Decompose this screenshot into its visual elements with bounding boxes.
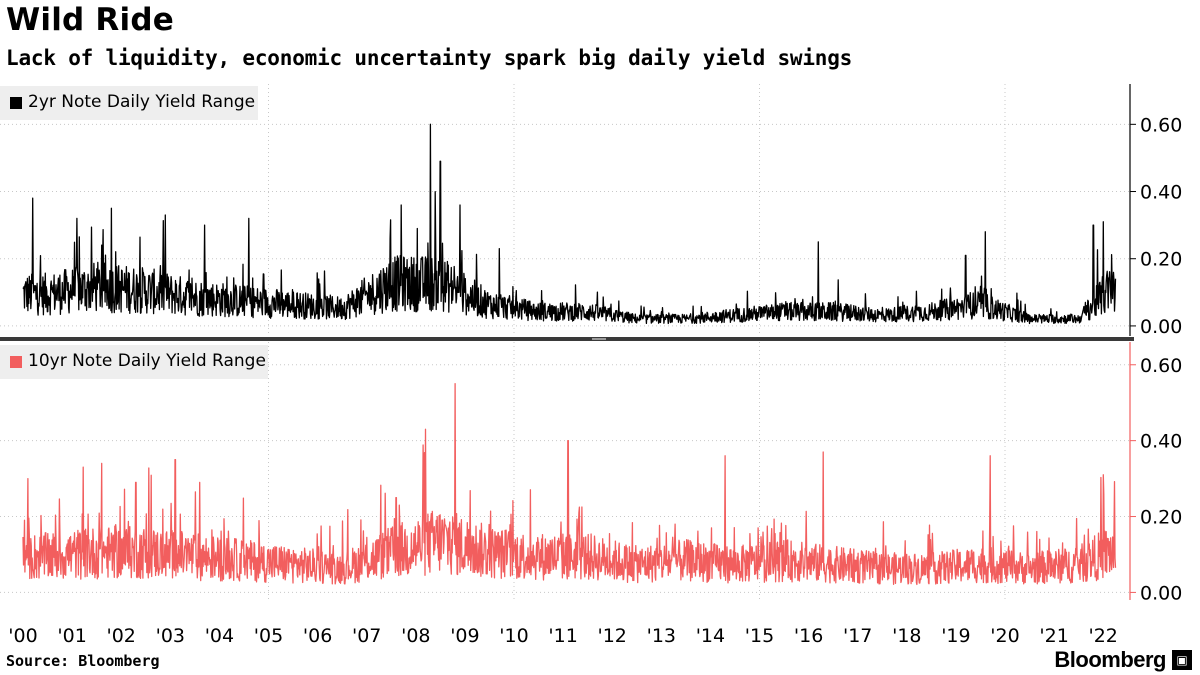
source-note: Source: Bloomberg (6, 652, 160, 670)
x-tick-label: '01 (57, 625, 86, 647)
x-tick-label: '21 (1039, 625, 1068, 647)
brand-badge-icon: ▣ (1172, 650, 1192, 670)
x-tick-label: '02 (106, 625, 135, 647)
x-tick-label: '22 (1088, 625, 1117, 647)
x-tick-label: '09 (450, 625, 479, 647)
x-tick-label: '18 (892, 625, 921, 647)
legend-label-2yr: 2yr Note Daily Yield Range (28, 92, 256, 112)
legend-label-10yr: 10yr Note Daily Yield Range (28, 351, 266, 371)
x-tick-label: '13 (647, 625, 676, 647)
x-tick-label: '05 (254, 625, 283, 647)
brand-logo: Bloomberg (1054, 647, 1166, 672)
legend-2yr: 2yr Note Daily Yield Range (0, 86, 258, 120)
chart-subtitle: Lack of liquidity, economic uncertainty … (6, 46, 853, 70)
y-tick-label: 0.20 (1140, 249, 1182, 271)
panel-resize-handle (592, 338, 606, 340)
x-tick-label: '11 (548, 625, 577, 647)
x-tick-label: '14 (696, 625, 725, 647)
legend-swatch-10yr (10, 356, 22, 368)
legend-swatch-2yr (10, 97, 22, 109)
x-tick-label: '15 (745, 625, 774, 647)
x-tick-label: '17 (843, 625, 872, 647)
x-tick-label: '10 (499, 625, 528, 647)
legend-10yr: 10yr Note Daily Yield Range (0, 345, 268, 379)
y-tick-label: 0.00 (1140, 316, 1182, 338)
x-tick-label: '16 (794, 625, 823, 647)
series-line (22, 123, 1117, 325)
y-tick-label: 0.20 (1140, 507, 1182, 529)
x-tick-label: '19 (941, 625, 970, 647)
x-tick-label: '12 (597, 625, 626, 647)
series-line (22, 383, 1117, 586)
x-tick-label: '04 (205, 625, 234, 647)
y-tick-label: 0.00 (1140, 582, 1182, 604)
chart-title: Wild Ride (6, 2, 174, 38)
x-tick-label: '07 (352, 625, 381, 647)
x-tick-label: '03 (156, 625, 185, 647)
y-tick-label: 0.40 (1140, 431, 1182, 453)
x-tick-label: '00 (8, 625, 37, 647)
x-tick-label: '08 (401, 625, 430, 647)
x-tick-label: '20 (990, 625, 1019, 647)
x-tick-label: '06 (303, 625, 332, 647)
y-tick-label: 0.60 (1140, 355, 1182, 377)
y-tick-label: 0.60 (1140, 114, 1182, 136)
panel-separator (0, 337, 1134, 341)
y-tick-label: 0.40 (1140, 182, 1182, 204)
